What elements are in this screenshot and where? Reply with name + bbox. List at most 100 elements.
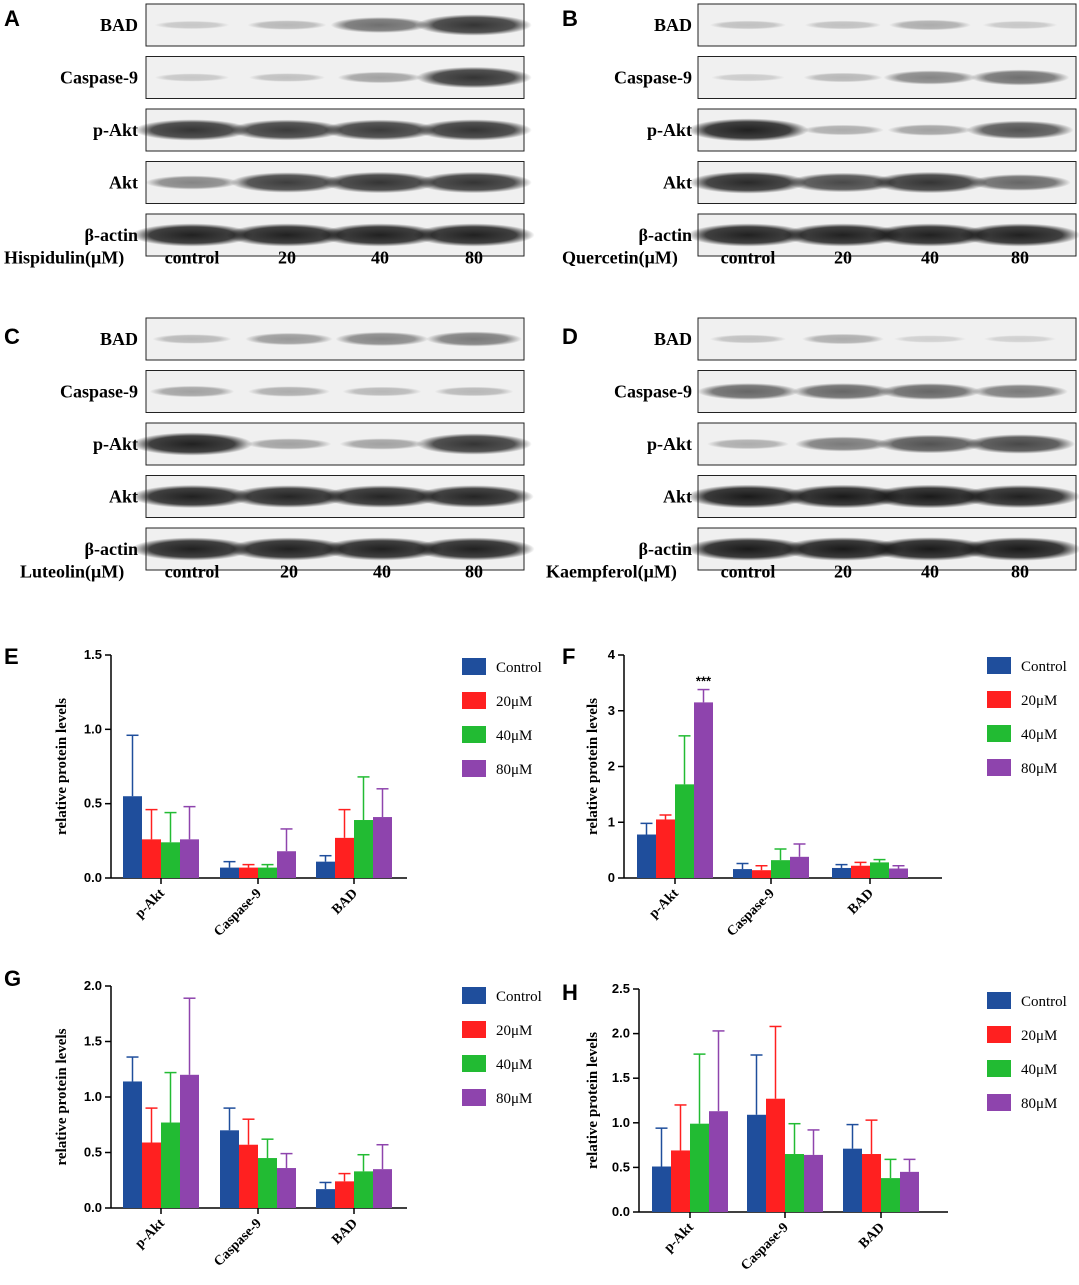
lane-label: 20 xyxy=(280,562,298,582)
bar xyxy=(752,870,771,878)
bar xyxy=(239,867,258,878)
blot-band xyxy=(707,438,789,450)
y-tick-label: 2.0 xyxy=(84,978,102,993)
blot-row-label: Akt xyxy=(109,487,138,507)
bar xyxy=(790,856,809,878)
bar xyxy=(258,1158,277,1208)
blot-band xyxy=(795,436,891,452)
bar xyxy=(373,817,392,878)
x-tick-label: BAD xyxy=(856,1220,888,1252)
lane-label: 40 xyxy=(373,562,391,582)
legend-swatch xyxy=(987,759,1011,776)
blot-row-label: β-actin xyxy=(85,539,138,559)
legend-label: Control xyxy=(496,989,542,1005)
lane-label: control xyxy=(165,562,220,582)
bar xyxy=(900,1171,919,1212)
lane-label: 40 xyxy=(371,248,389,268)
x-tick-label: Caspase-9 xyxy=(211,1216,265,1270)
blot-band xyxy=(152,334,232,344)
blot-row-label: Akt xyxy=(109,173,138,193)
legend-label: Control xyxy=(1021,659,1067,675)
blot-band xyxy=(229,485,349,508)
y-tick-label: 1.0 xyxy=(84,1089,102,1104)
blot-band xyxy=(134,119,250,141)
panel-letter: G xyxy=(4,966,21,991)
bar xyxy=(843,1148,862,1212)
legend-swatch xyxy=(462,692,486,709)
blot-row-label: p-Akt xyxy=(93,120,138,140)
bar xyxy=(694,702,713,878)
blot-band xyxy=(879,383,981,400)
blot-band xyxy=(868,537,992,561)
legend-swatch xyxy=(987,1060,1011,1077)
blot-band xyxy=(872,171,988,194)
bar xyxy=(804,1154,823,1212)
blot-band xyxy=(434,386,514,397)
legend: Control 20μM 40μM 80μM xyxy=(462,658,542,778)
blot-band xyxy=(697,383,799,400)
bar xyxy=(239,1144,258,1208)
blot-row-label: BAD xyxy=(654,329,692,349)
legend-label: 20μM xyxy=(496,1023,532,1039)
lane-label: control xyxy=(721,562,776,582)
blot-panel-d: D BAD Caspase-9 p-Akt Akt β-actin Kaempferol(μ… xyxy=(546,317,1079,583)
lane-label: 80 xyxy=(1011,248,1029,268)
blot-band xyxy=(983,335,1057,343)
legend-swatch xyxy=(462,726,486,743)
blot-band xyxy=(970,69,1070,86)
blot-band xyxy=(319,223,441,247)
blot-band xyxy=(803,72,883,83)
bar xyxy=(316,1189,335,1208)
blot-band xyxy=(416,14,532,36)
blot-row-label: Akt xyxy=(663,487,692,507)
legend-label: 80μM xyxy=(496,762,532,778)
legend-label: Control xyxy=(1021,994,1067,1010)
blot-band xyxy=(322,485,442,508)
lane-label: 20 xyxy=(278,248,296,268)
blot-band xyxy=(711,73,785,82)
blot-band xyxy=(145,175,239,190)
bar xyxy=(142,839,161,878)
legend-swatch xyxy=(462,987,486,1004)
blot-band xyxy=(889,19,971,31)
blot-panel-a: A BAD Caspase-9 p-Akt Akt β-actin Hispidulin(μ… xyxy=(4,3,535,269)
bar xyxy=(862,1154,881,1212)
blot-band xyxy=(687,223,809,247)
bar xyxy=(671,1150,690,1212)
bar xyxy=(637,834,656,878)
y-tick-label: 2 xyxy=(608,759,615,774)
legend-label: 80μM xyxy=(496,1091,532,1107)
y-tick-label: 1.0 xyxy=(612,1115,630,1130)
legend: Control 20μM 40μM 80μM xyxy=(462,987,542,1107)
bar xyxy=(733,869,752,878)
blot-row-label: p-Akt xyxy=(647,434,692,454)
bar xyxy=(123,1081,142,1208)
blot-band xyxy=(416,433,532,455)
y-tick-label: 1.5 xyxy=(84,1034,102,1049)
legend-swatch xyxy=(987,1094,1011,1111)
blot-band xyxy=(876,434,984,454)
legend-swatch xyxy=(987,992,1011,1009)
blot-row-label: p-Akt xyxy=(93,434,138,454)
x-tick-label: p-Akt xyxy=(132,1216,168,1252)
bar xyxy=(142,1142,161,1208)
blot-band xyxy=(687,118,809,142)
y-tick-label: 4 xyxy=(608,647,616,662)
blot-panel-c: C BAD Caspase-9 p-Akt Akt β-actin Luteolin(μM)… xyxy=(4,317,535,583)
blot-band xyxy=(982,20,1058,30)
blot-band xyxy=(131,432,253,456)
y-axis-label: relative protein levels xyxy=(54,1028,70,1165)
legend: Control 20μM 40μM 80μM xyxy=(987,657,1067,777)
bar xyxy=(354,820,373,878)
y-axis-label: relative protein levels xyxy=(54,698,70,835)
legend-label: 80μM xyxy=(1021,761,1057,777)
y-tick-label: 0.0 xyxy=(84,870,102,885)
legend-label: 40μM xyxy=(496,1057,532,1073)
blot-band xyxy=(323,119,437,141)
bar xyxy=(220,1130,239,1208)
x-tick-label: Caspase-9 xyxy=(738,1220,792,1274)
bar xyxy=(258,867,277,878)
panel-letter: C xyxy=(4,324,20,349)
